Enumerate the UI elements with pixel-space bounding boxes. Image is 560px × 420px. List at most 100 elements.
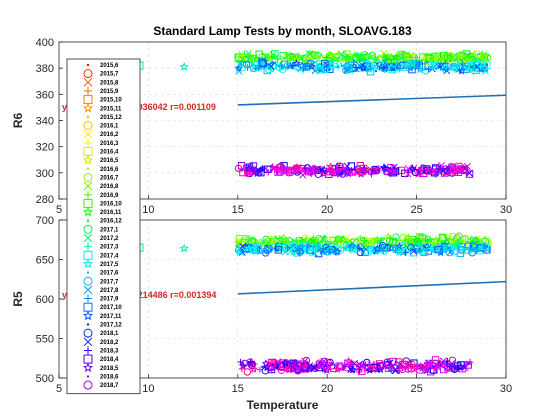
r6-data-point xyxy=(352,64,360,71)
r6-data-point xyxy=(328,169,331,173)
r5-data-point xyxy=(326,358,334,367)
r5-data-point xyxy=(244,244,254,253)
r6-data-point xyxy=(316,166,325,174)
r5-data-point xyxy=(343,248,347,251)
r5-data-point xyxy=(291,358,301,367)
r5-xtick-label: 10 xyxy=(142,383,154,395)
legend-entry-label: 2016,8 xyxy=(100,184,119,190)
r6-data-point xyxy=(352,54,360,62)
r6-data-point xyxy=(336,163,344,171)
r6-data-point xyxy=(249,64,258,73)
r5-fit-line xyxy=(237,280,507,295)
r5-data-point xyxy=(429,246,437,254)
legend-entry-label: 2018,6 xyxy=(100,374,119,380)
r5-data-point xyxy=(358,367,366,376)
r5-data-point xyxy=(367,363,376,373)
r6-data-point xyxy=(347,162,356,170)
r5-xlabel: Temperature xyxy=(247,398,319,412)
r6-data-point xyxy=(264,65,273,74)
legend-entry-label: 2017,5 xyxy=(100,262,119,268)
r6-data-point xyxy=(343,55,352,64)
r6-xtick-label: 5 xyxy=(56,204,62,216)
r6-data-point xyxy=(453,53,457,56)
r6-data-point xyxy=(474,50,482,58)
legend-entry-label: 2016,10 xyxy=(100,201,122,207)
r5-data-point xyxy=(385,236,394,244)
r6-data-point xyxy=(248,54,257,63)
r5-data-point xyxy=(243,368,252,376)
r5-data-point xyxy=(276,235,284,242)
r5-data-point xyxy=(320,357,329,366)
r6-data-point xyxy=(408,164,417,173)
r5-data-point xyxy=(375,360,384,368)
legend-entry-label: 2015,10 xyxy=(100,98,122,104)
r5-outlier-point xyxy=(179,243,189,253)
r5-data-point xyxy=(425,360,434,369)
r6-data-point xyxy=(373,166,381,175)
legend-entry-label: 2018,4 xyxy=(100,357,119,363)
r5-data-point xyxy=(265,239,273,247)
r6-data-point xyxy=(450,63,457,70)
r5-data-point xyxy=(336,363,340,366)
legend-entry-label: 2015,8 xyxy=(100,80,119,86)
legend-entry-label: 2016,5 xyxy=(100,158,119,164)
r6-data-point xyxy=(267,62,275,71)
r6-data-point xyxy=(323,54,330,61)
r6-data-point xyxy=(374,69,378,73)
r6-data-point xyxy=(321,53,330,61)
r5-data-point xyxy=(448,364,457,372)
legend-marker xyxy=(86,115,90,119)
r6-data-point xyxy=(463,162,471,170)
r6-data-point xyxy=(284,166,293,175)
r6-data-point xyxy=(339,62,343,65)
r5-data-point xyxy=(469,245,476,252)
r5-data-point xyxy=(448,246,451,250)
r6-data-point xyxy=(427,169,430,172)
r6-data-point xyxy=(306,59,315,68)
r5-data-point xyxy=(246,358,254,366)
r6-ytick-label: 300 xyxy=(36,168,54,180)
r6-data-point xyxy=(358,63,368,72)
r6-data-point xyxy=(430,54,438,63)
r5-data-point xyxy=(400,360,409,369)
r5-data-point xyxy=(309,243,317,252)
legend-marker xyxy=(86,323,90,326)
r5-data-point xyxy=(392,365,400,374)
r5-data-point xyxy=(329,241,333,244)
legend-entry-label: 2017,6 xyxy=(100,271,119,277)
r5-data-point xyxy=(464,247,467,251)
r6-data-point xyxy=(362,53,370,62)
r5-data-point xyxy=(469,245,473,248)
legend-entry-label: 2018,3 xyxy=(100,348,119,354)
legend-marker xyxy=(84,346,92,355)
r5-data-point xyxy=(353,244,362,253)
r5-data-point xyxy=(388,362,395,369)
r6-data-point xyxy=(431,62,435,66)
r5-data-point xyxy=(249,239,253,242)
r5-data-point xyxy=(342,244,350,252)
legend-entry-label: 2017,12 xyxy=(100,323,122,329)
r6-data-point xyxy=(348,59,356,66)
r5-data-point xyxy=(481,242,490,251)
r5-data-point xyxy=(451,244,458,252)
r6-data-point xyxy=(313,165,321,173)
r6-data-point xyxy=(259,59,267,68)
r6-xtick-label: 10 xyxy=(142,204,154,216)
r6-data-point xyxy=(417,63,426,71)
legend-entry-label: 2016,12 xyxy=(100,219,122,225)
r5-data-point xyxy=(377,364,384,372)
r6-data-point xyxy=(321,60,329,68)
r5-data-point xyxy=(253,364,257,367)
r5-data-point xyxy=(294,360,302,368)
r6-data-point xyxy=(296,68,299,71)
r5-data-point xyxy=(348,365,357,374)
r5-data-point xyxy=(285,237,294,245)
r5-data-point xyxy=(244,242,254,251)
legend-entry-label: 2016,1 xyxy=(100,124,119,130)
r5-data-point xyxy=(267,370,270,373)
r5-data-point xyxy=(307,248,316,257)
legend-marker xyxy=(83,77,93,87)
r5-data-point xyxy=(261,365,264,369)
r5-data-point xyxy=(244,248,248,252)
